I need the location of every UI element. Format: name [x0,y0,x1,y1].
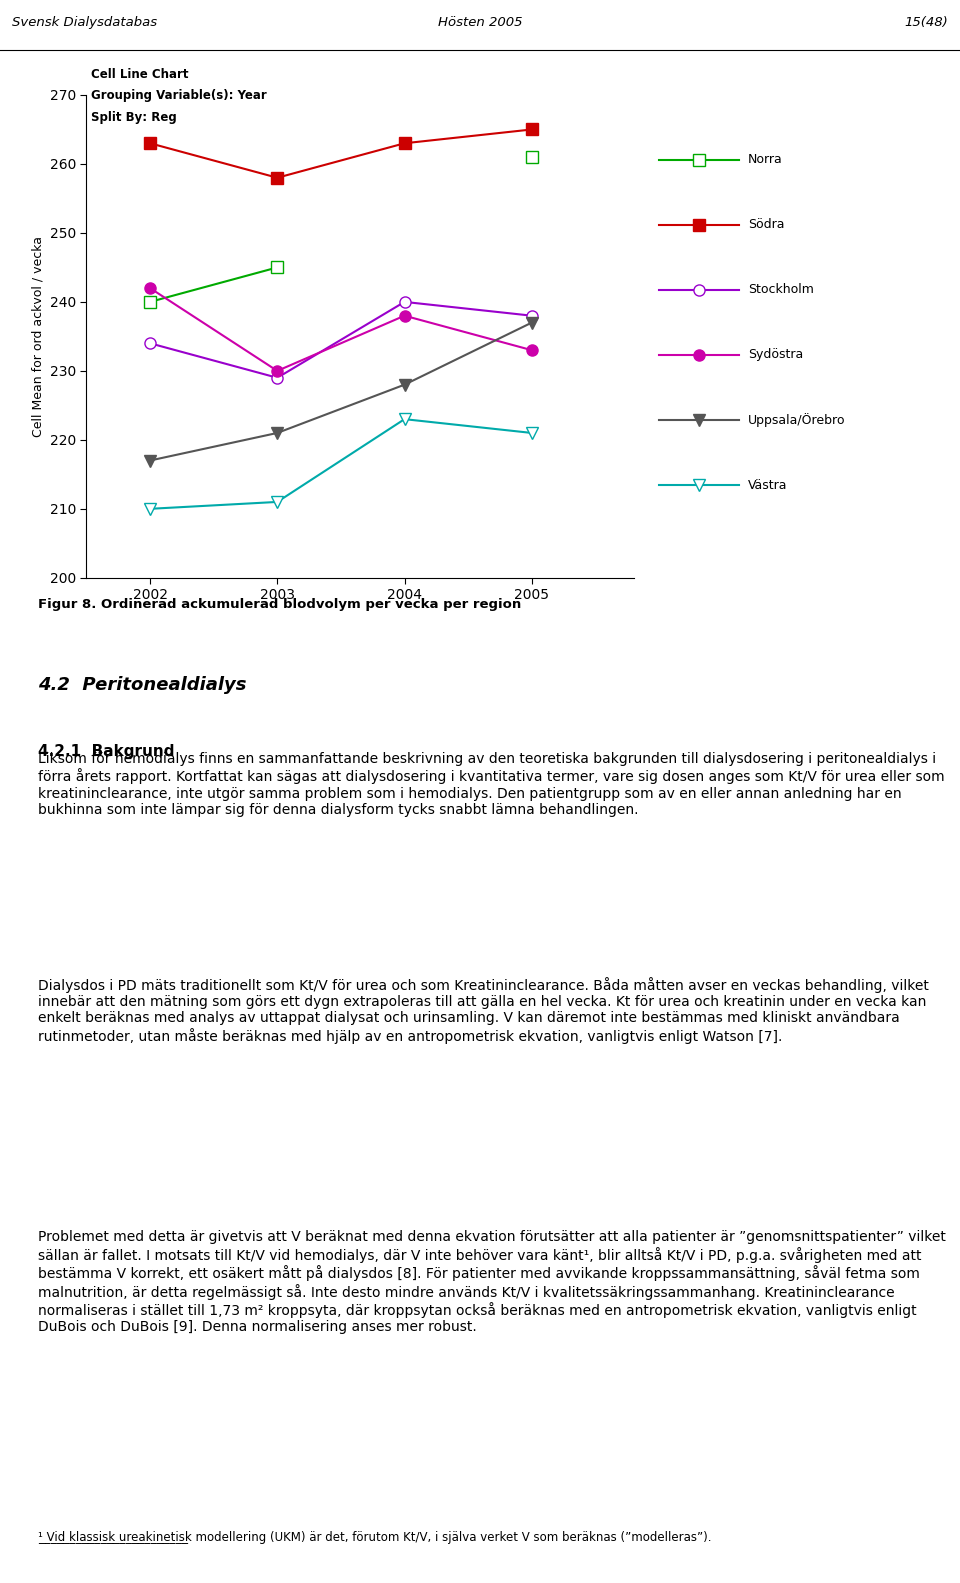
Text: Split By: Reg: Split By: Reg [91,111,177,123]
Text: Uppsala/Örebro: Uppsala/Örebro [748,413,846,427]
Text: 15(48): 15(48) [904,16,948,28]
Text: Norra: Norra [748,154,782,166]
Text: Grouping Variable(s): Year: Grouping Variable(s): Year [91,89,267,103]
Text: ________________________: ________________________ [38,1531,188,1543]
Text: Cell Line Chart: Cell Line Chart [91,68,189,81]
Text: ¹ Vid klassisk ureakinetisk modellering (UKM) är det, förutom Kt/V, i själva ver: ¹ Vid klassisk ureakinetisk modellering … [38,1531,712,1543]
Text: Figur 8. Ordinerad ackumulerad blodvolym per vecka per region: Figur 8. Ordinerad ackumulerad blodvolym… [38,598,521,611]
Text: 4.2  Peritonealdialys: 4.2 Peritonealdialys [38,676,247,693]
Y-axis label: Cell Mean for ord ackvol / vecka: Cell Mean for ord ackvol / vecka [31,236,44,437]
Text: Södra: Södra [748,218,784,231]
Text: 4.2.1  Bakgrund: 4.2.1 Bakgrund [38,744,175,758]
Text: Stockholm: Stockholm [748,283,814,296]
Text: Liksom för hemodialys finns en sammanfattande beskrivning av den teoretiska bakg: Liksom för hemodialys finns en sammanfat… [38,752,945,817]
Text: Problemet med detta är givetvis att V beräknat med denna ekvation förutsätter at: Problemet med detta är givetvis att V be… [38,1230,947,1334]
Text: Västra: Västra [748,478,787,492]
Text: Sydöstra: Sydöstra [748,348,804,361]
Text: Hösten 2005: Hösten 2005 [438,16,522,28]
Text: Svensk Dialysdatabas: Svensk Dialysdatabas [12,16,156,28]
Text: Dialysdos i PD mäts traditionellt som Kt/V för urea och som Kreatininclearance. : Dialysdos i PD mäts traditionellt som Kt… [38,977,929,1043]
